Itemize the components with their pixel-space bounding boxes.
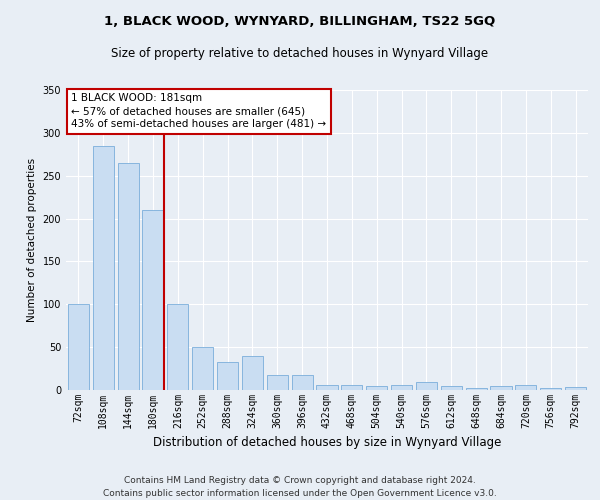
Bar — [466, 388, 487, 390]
Text: Size of property relative to detached houses in Wynyard Village: Size of property relative to detached ho… — [112, 48, 488, 60]
Bar — [93, 146, 114, 390]
Bar — [565, 386, 586, 390]
Bar — [142, 210, 164, 390]
Bar — [242, 356, 263, 390]
Bar — [416, 382, 437, 390]
Bar — [490, 386, 512, 390]
Bar — [366, 386, 387, 390]
Y-axis label: Number of detached properties: Number of detached properties — [27, 158, 37, 322]
Text: 1, BLACK WOOD, WYNYARD, BILLINGHAM, TS22 5GQ: 1, BLACK WOOD, WYNYARD, BILLINGHAM, TS22… — [104, 15, 496, 28]
Text: Contains HM Land Registry data © Crown copyright and database right 2024.
Contai: Contains HM Land Registry data © Crown c… — [103, 476, 497, 498]
Bar — [267, 374, 288, 390]
X-axis label: Distribution of detached houses by size in Wynyard Village: Distribution of detached houses by size … — [153, 436, 501, 450]
Bar — [316, 385, 338, 390]
Bar — [68, 304, 89, 390]
Bar — [192, 347, 213, 390]
Bar — [540, 388, 561, 390]
Bar — [515, 385, 536, 390]
Text: 1 BLACK WOOD: 181sqm
← 57% of detached houses are smaller (645)
43% of semi-deta: 1 BLACK WOOD: 181sqm ← 57% of detached h… — [71, 93, 326, 130]
Bar — [391, 385, 412, 390]
Bar — [217, 362, 238, 390]
Bar — [118, 163, 139, 390]
Bar — [441, 386, 462, 390]
Bar — [292, 374, 313, 390]
Bar — [341, 385, 362, 390]
Bar — [167, 304, 188, 390]
